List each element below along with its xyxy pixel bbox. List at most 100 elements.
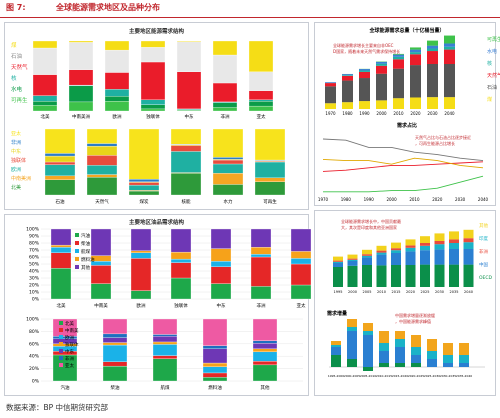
- bar-segment: [325, 82, 336, 83]
- bar-segment: [32, 95, 58, 102]
- bar-segment: [140, 104, 166, 110]
- tick-label: 2010: [393, 111, 404, 116]
- bar-segment: [333, 260, 343, 262]
- category-label: 中东: [185, 113, 194, 120]
- bar-segment: [444, 49, 455, 64]
- bar-segment: [325, 86, 336, 104]
- bar-segment: [210, 261, 232, 267]
- legend-label: 中南美洲: [11, 175, 31, 182]
- bar-segment: [176, 40, 202, 42]
- bar-segment: [32, 74, 58, 96]
- bar-segment: [152, 318, 178, 335]
- bar-segment: [347, 258, 358, 260]
- bar-segment: [427, 45, 438, 49]
- legend-label: 可再生: [11, 96, 28, 104]
- bar-segment: [202, 377, 228, 382]
- tick-label: 80%: [29, 329, 40, 335]
- bar-segment: [170, 258, 192, 263]
- bar-segment: [459, 343, 469, 355]
- tick-label: 0%: [32, 297, 40, 303]
- tick-label: 80%: [29, 241, 40, 247]
- tick-label: 40%: [29, 354, 40, 360]
- bar-segment: [68, 42, 94, 70]
- series-line: [322, 157, 484, 169]
- legend-label: 北美: [65, 320, 74, 327]
- bar-segment: [250, 254, 272, 258]
- bar-segment: [254, 161, 286, 178]
- legend-label: 中南美: [65, 327, 79, 334]
- bar-segment: [379, 363, 389, 367]
- bar-segment: [212, 157, 244, 160]
- legend-label: 北美: [11, 184, 21, 191]
- bar-segment: [32, 105, 58, 112]
- bar-segment: [104, 49, 130, 73]
- bar-segment: [170, 262, 192, 279]
- tick-label: 60%: [29, 255, 40, 261]
- bar-segment: [252, 361, 278, 366]
- bar-segment: [248, 90, 274, 100]
- tick-label: 2040: [444, 111, 455, 116]
- bar-segment: [347, 319, 357, 327]
- bar-segment: [347, 265, 358, 287]
- annotation: 全球能源需求增长中，中国贡献最: [341, 218, 401, 224]
- bar-segment: [427, 51, 438, 64]
- tick-label: 1970: [318, 197, 329, 202]
- bar-segment: [411, 347, 421, 355]
- bar-segment: [443, 355, 453, 363]
- tick-label: 60%: [29, 341, 40, 347]
- category-label: 核能: [182, 198, 191, 205]
- legend-label: 水电: [487, 48, 497, 55]
- bar-segment: [140, 47, 166, 63]
- bar-segment: [363, 331, 373, 335]
- bar-segment: [202, 366, 228, 374]
- category-label: 可再生: [263, 198, 277, 205]
- bar-segment: [290, 251, 312, 259]
- bar-segment: [32, 40, 58, 49]
- bar-segment: [250, 256, 272, 287]
- bar-segment: [86, 155, 118, 166]
- bar-segment: [376, 65, 387, 74]
- category-label: 欧洲: [113, 113, 122, 120]
- bar-segment: [376, 100, 387, 109]
- bar-segment: [405, 247, 416, 252]
- tick-label: 1995-2000: [328, 374, 344, 378]
- bar-segment: [359, 101, 370, 109]
- bar-segment: [68, 69, 94, 86]
- tick-label: 2000: [376, 111, 387, 116]
- bar-segment: [250, 228, 272, 248]
- bar-segment: [449, 249, 459, 265]
- bar-segment: [170, 277, 192, 300]
- tick-label: 2035: [450, 290, 459, 294]
- category-label: 欧洲: [137, 302, 146, 309]
- bar-segment: [410, 97, 421, 109]
- bar-segment: [50, 228, 72, 246]
- legend-swatch: [75, 241, 79, 245]
- bar-segment: [44, 153, 76, 157]
- chart-demand-share: 需求占比 1970 1980 1990 2000 2010 2020 2030 2040 天然气占…: [318, 122, 489, 202]
- bar-segment: [376, 265, 387, 287]
- chart-title: 需求增量: [327, 310, 347, 317]
- bar-segment: [405, 265, 416, 287]
- bar-segment: [212, 102, 238, 108]
- bar-segment: [86, 165, 118, 175]
- bar-segment: [427, 40, 438, 46]
- bar-segment: [50, 244, 72, 248]
- bar-segment: [68, 85, 94, 103]
- annotation: 全球能源需求增长主要来自非OEC: [333, 42, 394, 48]
- bar-segment: [248, 40, 274, 72]
- legend-label: 独联体: [65, 341, 79, 348]
- bar-segment: [393, 54, 404, 57]
- panel-oil-structure: 主要地区油品需求结构 0% 10% 20% 30% 40% 50% 60% 70% 80% 90%…: [4, 214, 312, 396]
- bar-segment: [393, 56, 404, 60]
- bar-segment: [376, 63, 387, 66]
- bar-segment: [212, 107, 238, 112]
- bar-segment: [90, 265, 112, 284]
- bar-segment: [44, 128, 76, 154]
- bar-segment: [86, 128, 118, 144]
- bar-segment: [102, 365, 128, 382]
- legend-swatch: [59, 328, 63, 332]
- category-label: 汽油: [61, 384, 70, 391]
- bar-segment: [333, 256, 343, 261]
- bar-segment: [420, 245, 430, 251]
